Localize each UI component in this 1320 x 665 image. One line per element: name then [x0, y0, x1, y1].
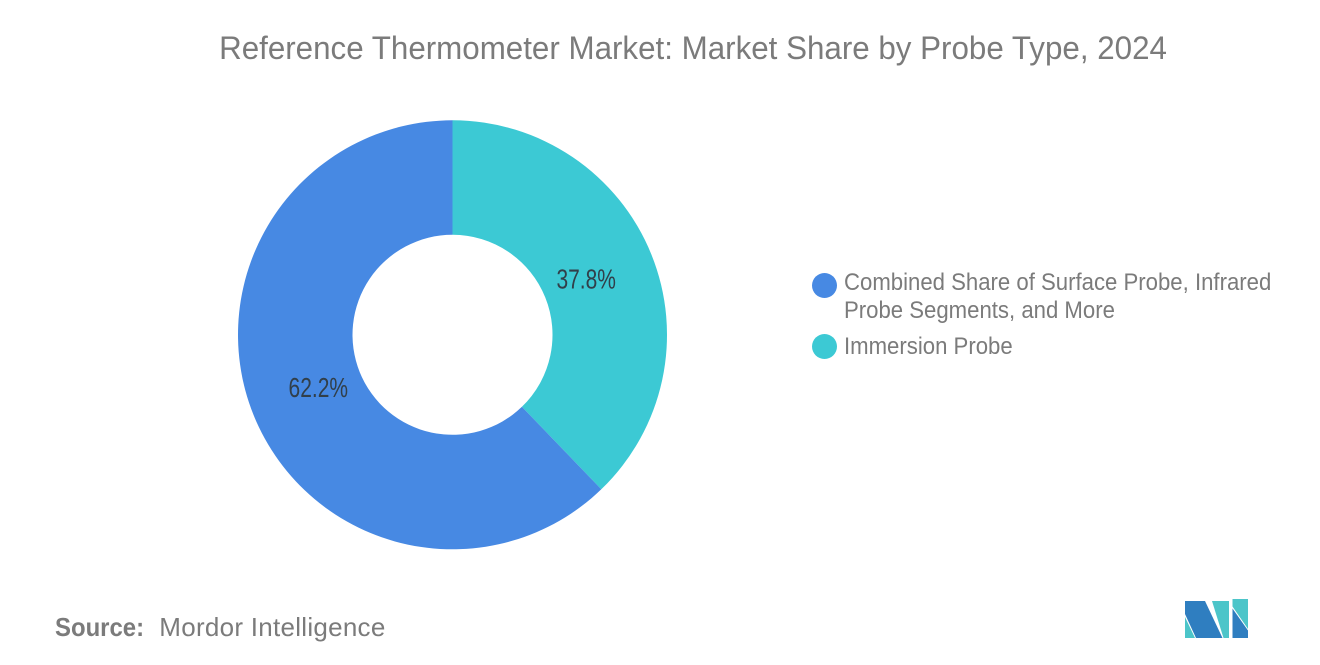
- svg-text:37.8%: 37.8%: [556, 265, 616, 296]
- svg-text:62.2%: 62.2%: [289, 373, 349, 404]
